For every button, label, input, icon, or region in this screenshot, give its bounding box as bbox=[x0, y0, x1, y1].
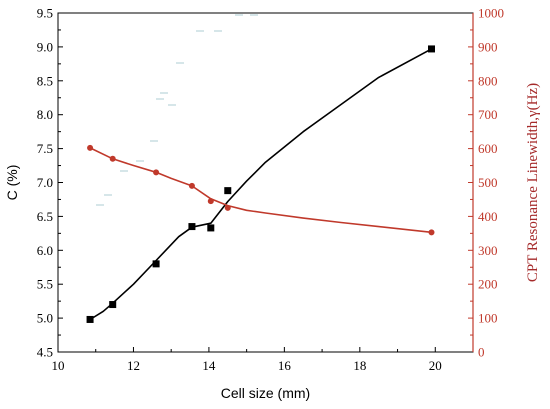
right-y-axis-label: CPT Resonance Linewidth,γ(Hz) bbox=[525, 83, 541, 282]
linewidth-data-point bbox=[109, 155, 116, 162]
right-tick-label: 0 bbox=[478, 345, 485, 360]
left-tick-label: 6.0 bbox=[37, 243, 53, 258]
right-tick-label: 900 bbox=[478, 39, 498, 54]
contrast-data-point bbox=[152, 260, 160, 268]
left-tick-label: 9.5 bbox=[37, 6, 53, 21]
contrast-data-point bbox=[207, 224, 215, 232]
left-axis-ticks: 4.5 5.0 5.5 6.0 6.5 7.0 7.5 8.0 8.5 9.0 9.5 bbox=[37, 6, 63, 360]
right-tick-label: 100 bbox=[478, 311, 498, 326]
left-tick-label: 5.0 bbox=[37, 311, 53, 326]
left-tick-label: 8.0 bbox=[37, 107, 53, 122]
linewidth-series-line bbox=[89, 147, 432, 234]
left-tick-label: 6.5 bbox=[37, 209, 53, 224]
faint-mark bbox=[176, 62, 184, 64]
faint-mark bbox=[104, 194, 112, 196]
faint-mark bbox=[235, 14, 243, 16]
x-tick-label: 14 bbox=[202, 358, 216, 373]
left-tick-label: 7.5 bbox=[37, 141, 53, 156]
right-tick-label: 1000 bbox=[478, 6, 504, 21]
x-tick-label: 12 bbox=[127, 358, 140, 373]
contrast-series-line bbox=[89, 48, 432, 321]
faint-mark bbox=[196, 30, 204, 32]
faint-mark bbox=[160, 92, 168, 94]
contrast-data-point bbox=[86, 315, 94, 323]
right-tick-label: 200 bbox=[478, 277, 498, 292]
faint-background-text bbox=[96, 14, 258, 206]
faint-mark bbox=[168, 104, 176, 106]
contrast-data-point bbox=[224, 187, 232, 195]
faint-mark bbox=[120, 170, 128, 172]
plot-frame bbox=[57, 12, 474, 353]
right-tick-label: 500 bbox=[478, 175, 498, 190]
x-tick-label: 18 bbox=[353, 358, 366, 373]
x-tick-label: 10 bbox=[52, 358, 65, 373]
x-axis-label: Cell size (mm) bbox=[221, 385, 310, 401]
right-tick-label: 700 bbox=[478, 107, 498, 122]
linewidth-data-point bbox=[428, 229, 435, 236]
contrast-data-point bbox=[188, 223, 196, 231]
left-tick-label: 7.0 bbox=[37, 175, 53, 190]
right-tick-label: 400 bbox=[478, 209, 498, 224]
x-tick-label: 16 bbox=[278, 358, 292, 373]
faint-mark bbox=[214, 30, 222, 32]
right-tick-label: 800 bbox=[478, 73, 498, 88]
x-tick-label: 20 bbox=[429, 358, 442, 373]
left-tick-label: 9.0 bbox=[37, 39, 53, 54]
linewidth-data-point bbox=[153, 169, 160, 176]
series-layer bbox=[86, 45, 435, 323]
right-tick-label: 300 bbox=[478, 243, 498, 258]
linewidth-data-point bbox=[207, 198, 214, 205]
faint-mark bbox=[136, 160, 144, 162]
faint-mark bbox=[150, 140, 158, 142]
right-tick-label: 600 bbox=[478, 141, 498, 156]
contrast-data-point bbox=[109, 301, 117, 309]
faint-mark bbox=[250, 14, 258, 16]
faint-mark bbox=[156, 98, 164, 100]
left-tick-label: 4.5 bbox=[37, 345, 53, 360]
left-tick-label: 8.5 bbox=[37, 73, 53, 88]
contrast-data-point bbox=[428, 45, 435, 53]
linewidth-data-point bbox=[188, 182, 195, 189]
x-axis-ticks: 10 12 14 16 18 20 bbox=[52, 347, 442, 373]
linewidth-data-point bbox=[224, 204, 231, 211]
left-y-axis-label: C (%) bbox=[4, 165, 20, 201]
faint-mark bbox=[96, 204, 104, 206]
left-tick-label: 5.5 bbox=[37, 277, 53, 292]
linewidth-data-point bbox=[87, 144, 94, 151]
